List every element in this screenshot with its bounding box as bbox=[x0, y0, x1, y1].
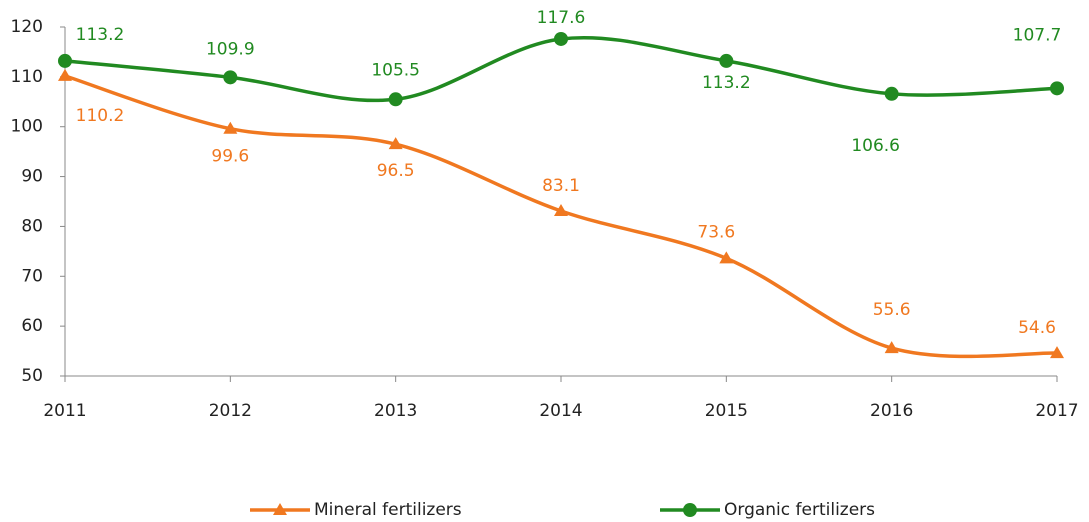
legend-label: Mineral fertilizers bbox=[314, 500, 462, 520]
marker bbox=[58, 53, 72, 68]
marker bbox=[683, 503, 697, 517]
data-label: 109.9 bbox=[206, 39, 255, 59]
y-tick-label: 50 bbox=[21, 366, 43, 386]
marker bbox=[719, 53, 734, 68]
y-tick-label: 60 bbox=[21, 316, 43, 336]
y-tick-label: 70 bbox=[21, 266, 43, 286]
marker bbox=[273, 503, 287, 515]
marker bbox=[1050, 81, 1064, 96]
marker bbox=[1050, 346, 1064, 359]
marker bbox=[554, 203, 568, 216]
data-label: 106.6 bbox=[851, 136, 900, 156]
y-tick-label: 80 bbox=[21, 216, 43, 236]
data-label: 73.6 bbox=[697, 222, 735, 242]
data-label: 113.2 bbox=[76, 25, 125, 45]
marker bbox=[58, 68, 72, 81]
marker bbox=[884, 341, 899, 354]
marker bbox=[388, 137, 403, 150]
data-label: 83.1 bbox=[542, 176, 580, 196]
marker bbox=[884, 86, 899, 101]
data-label: 99.6 bbox=[211, 147, 249, 167]
data-label: 117.6 bbox=[537, 8, 586, 28]
marker bbox=[554, 31, 568, 46]
x-tick-label: 2015 bbox=[705, 401, 748, 421]
data-label: 110.2 bbox=[76, 106, 125, 126]
y-tick-label: 90 bbox=[21, 167, 43, 187]
data-label: 105.5 bbox=[371, 60, 420, 80]
x-tick-label: 2013 bbox=[374, 401, 417, 421]
data-label: 107.7 bbox=[1013, 25, 1062, 45]
x-tick-label: 2014 bbox=[539, 401, 582, 421]
x-tick-label: 2016 bbox=[870, 401, 913, 421]
marker bbox=[388, 92, 403, 107]
data-label: 113.2 bbox=[702, 73, 751, 93]
data-label: 96.5 bbox=[377, 161, 415, 181]
marker bbox=[719, 251, 734, 264]
y-tick-label: 120 bbox=[11, 17, 43, 37]
y-tick-label: 110 bbox=[11, 67, 43, 87]
x-tick-label: 2012 bbox=[209, 401, 252, 421]
data-label: 55.6 bbox=[873, 300, 911, 320]
marker bbox=[223, 121, 238, 134]
marker bbox=[223, 70, 238, 85]
data-label: 54.6 bbox=[1018, 318, 1056, 338]
x-tick-label: 2011 bbox=[43, 401, 86, 421]
legend-label: Organic fertilizers bbox=[724, 500, 875, 520]
x-tick-label: 2017 bbox=[1035, 401, 1078, 421]
y-tick-label: 100 bbox=[11, 117, 43, 137]
